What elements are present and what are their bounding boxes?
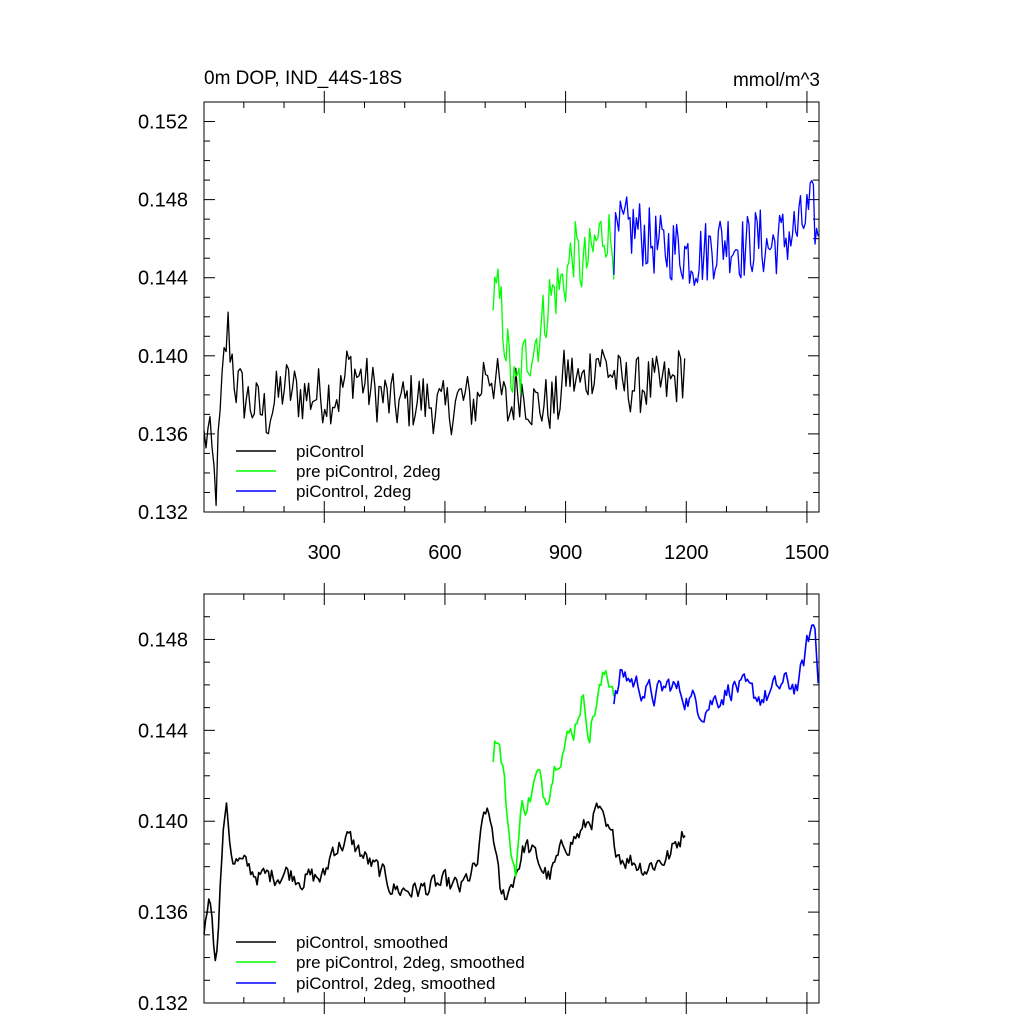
legend-label: piControl, 2deg [296, 482, 411, 501]
y-tick-label: 0.132 [138, 502, 188, 524]
x-tick-label: 600 [428, 542, 461, 564]
series-line-pre-picontrol-2deg [492, 213, 615, 395]
legend-label: pre piControl, 2deg [296, 462, 441, 481]
x-tick-label: 1200 [664, 542, 709, 564]
bottom-panel: 0.132 0.136 0.140 0.144 0.148 piControl, smoo… [138, 583, 820, 1015]
units-label: mmol/m^3 [733, 70, 820, 91]
x-tick-label: 900 [549, 542, 582, 564]
legend-label: piControl [296, 442, 364, 461]
series-line-picontrol-2deg [613, 179, 819, 286]
y-tick-label: 0.136 [138, 424, 188, 446]
chart-title: 0m DOP, IND_44S-18S [204, 68, 402, 89]
series-line-picontrol-smoothed [203, 802, 686, 962]
legend-label: piControl, 2deg, smoothed [296, 974, 495, 993]
series-line-picontrol [203, 311, 686, 506]
y-tick-label: 0.148 [138, 629, 188, 651]
series-line-pre-picontrol-2deg-smoothed [492, 669, 615, 878]
legend-label: pre piControl, 2deg, smoothed [296, 953, 525, 972]
y-tick-label: 0.144 [138, 268, 188, 290]
series-line-picontrol-2deg-smoothed [613, 624, 819, 723]
y-tick-label: 0.140 [138, 811, 188, 833]
legend-label: piControl, smoothed [296, 933, 448, 952]
plot-frame [203, 101, 820, 513]
y-tick-label: 0.140 [138, 346, 188, 368]
y-tick-label: 0.132 [138, 993, 188, 1015]
y-tick-label: 0.152 [138, 112, 188, 134]
y-tick-label: 0.136 [138, 902, 188, 924]
x-tick-label: 1500 [785, 542, 830, 564]
y-tick-label: 0.148 [138, 190, 188, 212]
top-panel: 0.132 0.136 0.140 0.144 0.148 0.152 300 600 900 1… [138, 91, 829, 564]
x-tick-label: 300 [308, 542, 341, 564]
y-tick-label: 0.144 [138, 720, 188, 742]
